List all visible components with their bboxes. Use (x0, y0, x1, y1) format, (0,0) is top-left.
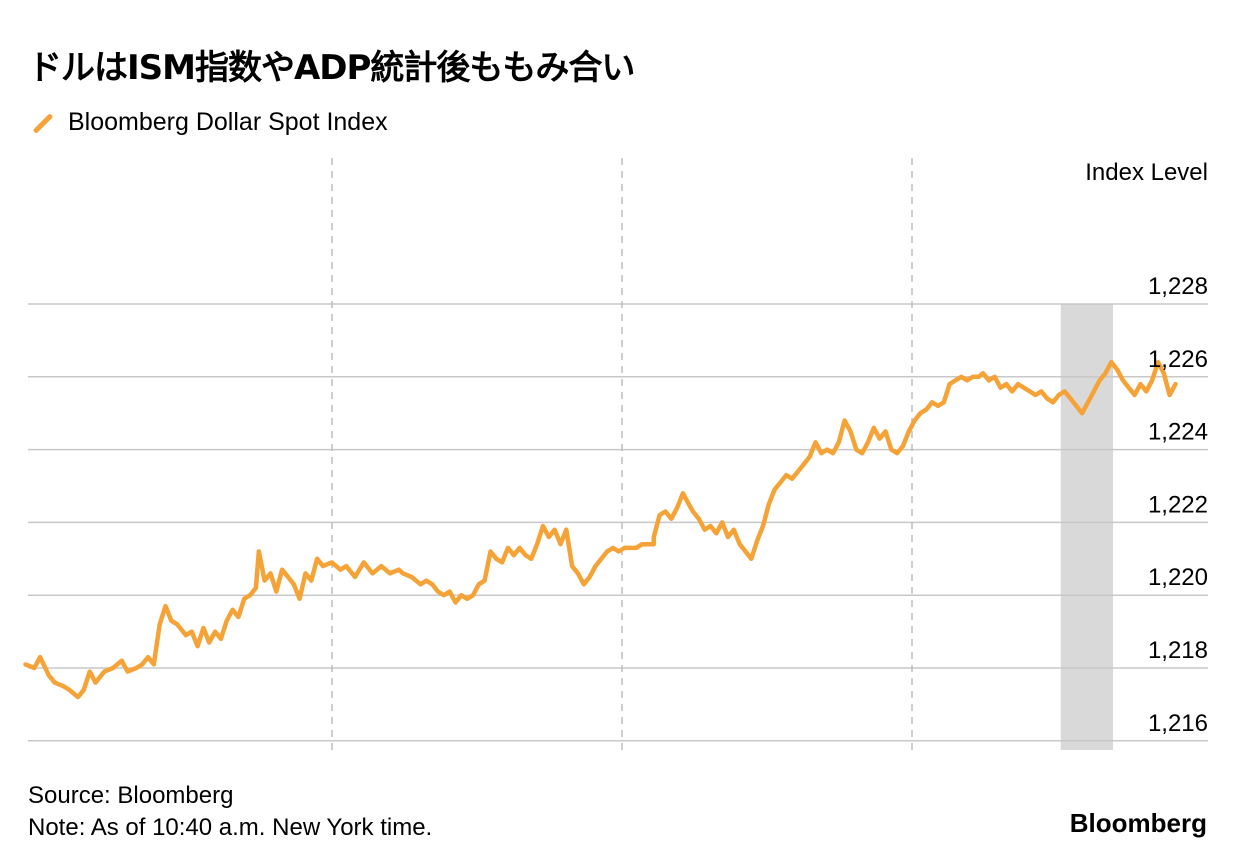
footer: Source: Bloomberg Note: As of 10:40 a.m.… (28, 780, 432, 844)
y-tick-label: 1,222 (1148, 491, 1208, 518)
axis-layer: 1,228 1,226 1,224 1,222 1,220 1,218 1,216 Index… (1085, 159, 1208, 737)
line-chart: 1,228 1,226 1,224 1,222 1,220 1,218 1,216 Index… (23, 158, 1208, 750)
source-text: Source: Bloomberg (28, 782, 234, 809)
y-tick-label: 1,220 (1148, 564, 1208, 591)
series-layer (23, 359, 1178, 700)
grid-layer (28, 303, 1208, 742)
legend-label: Bloomberg Dollar Spot Index (68, 108, 388, 136)
note-text: Note: As of 10:40 a.m. New York time. (28, 814, 433, 841)
series-line (23, 359, 1178, 700)
legend: Bloomberg Dollar Spot Index (30, 108, 388, 137)
highlight-band (1060, 304, 1114, 750)
bloomberg-logo: Bloomberg (1069, 808, 1207, 838)
y-tick-label: 1,226 (1148, 346, 1208, 373)
day-divider-layer (331, 158, 913, 750)
y-tick-label: 1,216 (1148, 710, 1208, 737)
highlight-band-layer (1060, 304, 1114, 750)
legend-line-icon (30, 111, 54, 135)
y-tick-label: 1,228 (1148, 273, 1208, 300)
y-tick-label: 1,218 (1148, 637, 1208, 664)
chart-title: ドルはISM指数やADP統計後ももみ合い (28, 48, 635, 88)
y-tick-label: 1,224 (1148, 419, 1208, 446)
y-axis-title: Index Level (1085, 159, 1208, 186)
